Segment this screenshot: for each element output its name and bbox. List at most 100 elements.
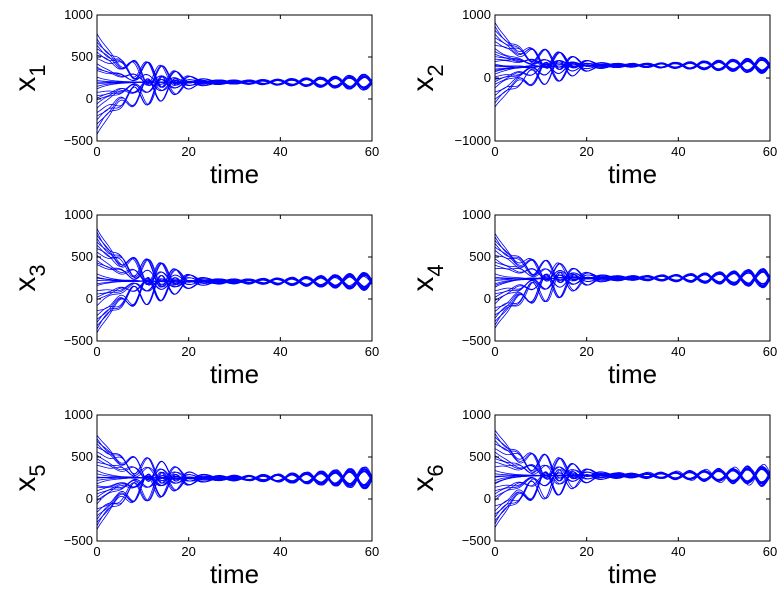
y-tick-label: 500 — [469, 449, 491, 464]
y-tick-label: 500 — [469, 249, 491, 264]
axes-frame — [96, 214, 373, 342]
y-axis-label: x5 — [9, 464, 50, 491]
y-tick-label: 0 — [484, 291, 491, 306]
series-line-27 — [495, 270, 770, 326]
series-lines — [97, 228, 372, 333]
x-axis-label: time — [608, 359, 657, 389]
x-tick-label: 40 — [273, 144, 287, 159]
axes-frame — [96, 414, 373, 542]
y-axis-label-main: x — [9, 277, 42, 292]
series-line-25 — [97, 274, 372, 323]
y-tick-label: −500 — [462, 333, 491, 348]
series-line-30 — [495, 269, 770, 288]
x-tick-label: 20 — [579, 544, 593, 559]
x-axis-label: time — [608, 159, 657, 189]
axes-frame — [494, 214, 771, 342]
series-line-29 — [495, 268, 770, 287]
series-lines — [97, 33, 372, 135]
y-axis-label-main: x — [407, 77, 440, 92]
y-tick-label: 1000 — [462, 7, 491, 22]
series-line-28 — [495, 269, 770, 329]
x-tick-label: 20 — [579, 144, 593, 159]
y-tick-label: 1000 — [64, 207, 93, 222]
series-line-27 — [97, 76, 372, 130]
x-tick-label: 0 — [491, 344, 498, 359]
y-tick-label: 1000 — [462, 407, 491, 422]
x-tick-label: 20 — [181, 344, 195, 359]
y-axis-label: x2 — [407, 64, 448, 91]
x-tick-label: 40 — [273, 344, 287, 359]
x-tick-label: 0 — [93, 544, 100, 559]
x-tick-label: 0 — [491, 144, 498, 159]
x-tick-label: 60 — [365, 544, 379, 559]
y-axis-label-subscript: 2 — [423, 64, 448, 76]
y-axis-label-subscript: 1 — [25, 64, 50, 76]
x-axis-label: time — [210, 559, 259, 589]
series-line-29 — [495, 57, 770, 73]
x-tick-label: 0 — [93, 344, 100, 359]
x-tick-label: 20 — [579, 344, 593, 359]
series-line-30 — [97, 470, 372, 488]
x-tick-label: 60 — [763, 144, 777, 159]
y-tick-label: 0 — [484, 491, 491, 506]
axes-frame — [96, 14, 373, 142]
y-axis-label-main: x — [407, 477, 440, 492]
series-line-29 — [97, 468, 372, 487]
series-lines — [495, 233, 770, 329]
y-tick-label: 0 — [484, 70, 491, 85]
axes-frame — [494, 414, 771, 542]
series-lines — [97, 434, 372, 530]
y-tick-label: 1000 — [64, 407, 93, 422]
series-line-28 — [495, 469, 770, 528]
y-tick-label: 1000 — [64, 7, 93, 22]
series-line-30 — [97, 77, 372, 88]
y-tick-label: 500 — [71, 449, 93, 464]
x-tick-label: 60 — [763, 344, 777, 359]
y-tick-label: −500 — [462, 533, 491, 548]
series-line-30 — [97, 273, 372, 291]
y-axis-label: x3 — [9, 264, 50, 291]
y-tick-label: 0 — [86, 491, 93, 506]
y-tick-label: 1000 — [462, 207, 491, 222]
series-line-30 — [495, 465, 770, 487]
x-tick-label: 60 — [365, 344, 379, 359]
x-tick-label: 60 — [763, 544, 777, 559]
x-tick-label: 40 — [671, 144, 685, 159]
y-tick-label: −500 — [64, 533, 93, 548]
x-tick-label: 0 — [491, 544, 498, 559]
y-axis-label: x1 — [9, 64, 50, 91]
x-tick-label: 40 — [273, 544, 287, 559]
series-line-28 — [97, 471, 372, 530]
y-axis-label-subscript: 5 — [25, 464, 50, 476]
x-axis-label: time — [210, 159, 259, 189]
series-line-27 — [97, 272, 372, 330]
y-tick-label: 500 — [71, 49, 93, 64]
x-axis-label: time — [608, 559, 657, 589]
y-axis-label: x6 — [407, 464, 448, 491]
x-tick-label: 20 — [181, 544, 195, 559]
series-line-28 — [495, 60, 770, 108]
y-axis-label-subscript: 3 — [25, 264, 50, 276]
y-axis-label: x4 — [407, 264, 448, 291]
x-axis-label: time — [210, 359, 259, 389]
x-tick-label: 60 — [365, 144, 379, 159]
x-tick-label: 20 — [181, 144, 195, 159]
y-tick-label: −1000 — [454, 133, 491, 148]
y-axis-label-main: x — [407, 277, 440, 292]
x-tick-label: 40 — [671, 544, 685, 559]
y-axis-label-main: x — [9, 477, 42, 492]
y-tick-label: 0 — [86, 91, 93, 106]
series-line-30 — [495, 60, 770, 71]
y-tick-label: −500 — [64, 133, 93, 148]
y-tick-label: 0 — [86, 291, 93, 306]
y-tick-label: −500 — [64, 333, 93, 348]
series-lines — [495, 22, 770, 108]
y-axis-label-subscript: 6 — [423, 464, 448, 476]
